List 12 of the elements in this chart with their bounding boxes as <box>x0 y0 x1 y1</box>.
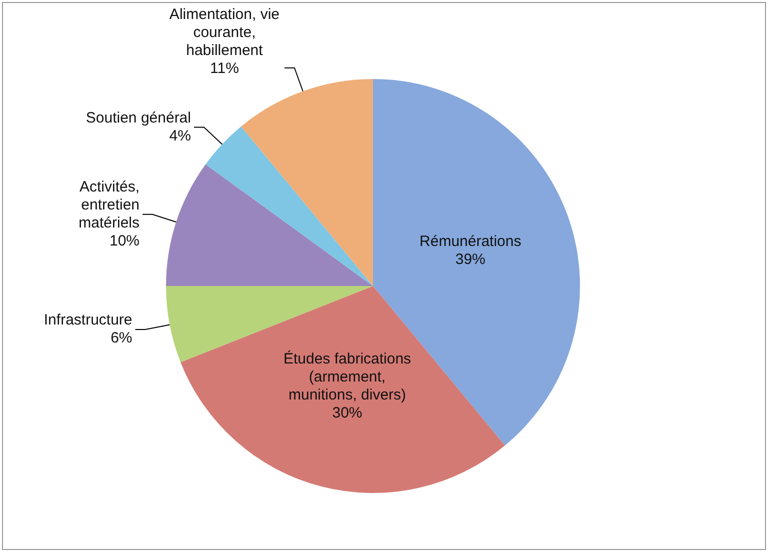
slice-label: Alimentation, vie courante, habillement <box>169 6 280 60</box>
data-label: 6% <box>110 330 132 347</box>
slice-label: Soutien général <box>86 109 191 126</box>
data-label: 4% <box>169 127 191 144</box>
data-label: 10% <box>109 232 140 250</box>
slice-label: Rémunérations <box>420 233 522 250</box>
data-label: 11% <box>210 60 239 78</box>
slice-label: Activités, entretien matériels <box>78 178 140 232</box>
slice-label: Infrastructure <box>44 312 132 329</box>
slice-label: Études fabrications (armement, munitions, divers) <box>283 349 412 404</box>
data-label: 30% <box>332 404 362 422</box>
data-label: 39% <box>455 251 486 268</box>
